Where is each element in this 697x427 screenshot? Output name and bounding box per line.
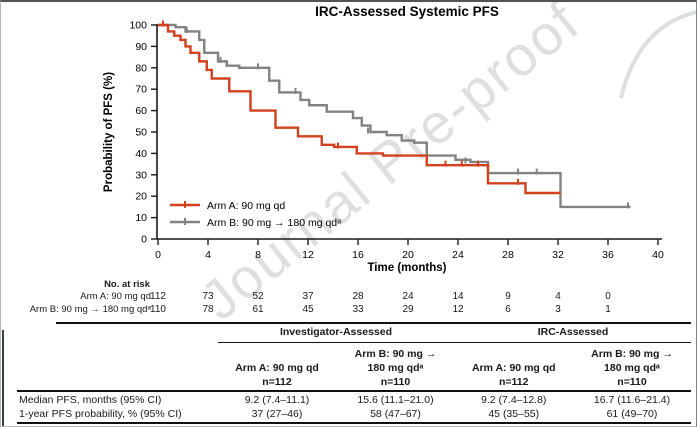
risk-count: 29 — [402, 304, 414, 315]
y-tick-label: 10 — [135, 212, 147, 224]
x-tick-label: 40 — [652, 249, 664, 261]
table-cell: 9.2 (7.4–12.8) — [481, 394, 547, 406]
legend-label-arm-a: Arm A: 90 mg qd — [207, 200, 285, 212]
risk-count: 110 — [150, 304, 166, 315]
table-cell: 37 (27–46) — [251, 408, 303, 420]
table-cell: 58 (47–67) — [370, 408, 421, 420]
risk-count: 33 — [352, 304, 364, 315]
risk-count: 12 — [452, 304, 464, 315]
risk-count: 6 — [505, 304, 511, 315]
y-tick-label: 80 — [135, 62, 147, 74]
column-header: Arm A: 90 mg qd n=112 — [235, 362, 319, 388]
watermark-arc — [619, 10, 697, 99]
risk-count: 52 — [252, 291, 264, 302]
y-tick-label: 100 — [129, 20, 147, 32]
y-tick-label: 20 — [135, 191, 147, 203]
x-axis-label: Time (months) — [367, 262, 446, 274]
row-label: 1-year PFS probability, % (95% CI) — [19, 408, 182, 420]
table-cell: 16.7 (11.6–21.4) — [593, 394, 671, 406]
x-tick-label: 24 — [452, 249, 464, 261]
column-header: Arm A: 90 mg qd n=112 — [471, 362, 556, 388]
y-tick-label: 30 — [135, 169, 147, 181]
group-header: IRC-Assessed — [537, 326, 609, 338]
y-axis-ticks: 0 10 20 30 40 50 60 70 80 90 100 — [129, 20, 157, 246]
table-top-rule — [56, 322, 691, 324]
table-cell: 61 (49–70) — [606, 408, 658, 420]
chart-title: IRC-Assessed Systemic PFS — [315, 4, 499, 19]
table-cell: 15.6 (11.1–21.0) — [357, 394, 434, 406]
table-cell: 9.2 (7.4–11.1) — [244, 394, 310, 406]
x-tick-label: 16 — [352, 249, 364, 261]
column-header: Arm B: 90 mg → 180 mg qdᵃ n=110 — [591, 348, 673, 388]
x-tick-label: 20 — [402, 249, 414, 261]
risk-count: 73 — [202, 291, 214, 302]
y-tick-label: 90 — [135, 41, 147, 53]
risk-count: 112 — [150, 291, 166, 302]
km-curve-arm-a — [158, 23, 561, 195]
y-tick-label: 70 — [135, 84, 147, 96]
legend-label-arm-b: Arm B: 90 mg → 180 mg qdᵃ — [207, 217, 341, 229]
risk-count: 14 — [452, 291, 464, 302]
y-tick-label: 50 — [135, 127, 147, 139]
y-tick-label: 60 — [135, 105, 147, 117]
y-axis-label: Probability of PFS (%) — [103, 72, 115, 192]
x-tick-label: 36 — [602, 249, 614, 261]
km-curve-arm-b — [158, 23, 631, 209]
risk-count: 4 — [555, 291, 561, 302]
page-edge-line — [2, 330, 4, 426]
risk-count: 28 — [352, 291, 364, 302]
x-tick-label: 8 — [255, 249, 261, 261]
legend: Arm A: 90 mg qd Arm B: 90 mg → 180 mg qd… — [170, 200, 341, 229]
x-axis-ticks: 0 4 8 12 16 20 24 28 32 36 40 — [155, 239, 664, 261]
risk-count: 0 — [605, 291, 611, 302]
y-tick-label: 0 — [141, 234, 147, 246]
row-label: Median PFS, months (95% CI) — [19, 394, 162, 406]
risk-row-label-arm-b: Arm B: 90 mg → 180 mg qdᵃ — [29, 304, 151, 315]
x-tick-label: 28 — [502, 249, 514, 261]
risk-count: 1 — [605, 304, 611, 315]
risk-count: 78 — [202, 304, 214, 315]
risk-row-label-arm-a: Arm A: 90 mg qd — [80, 291, 151, 302]
group-header-rule — [218, 342, 691, 344]
table-bottom-rule — [17, 422, 691, 424]
subheader-rule — [17, 390, 691, 392]
risk-count: 37 — [302, 291, 314, 302]
x-tick-label: 12 — [302, 249, 314, 261]
risk-counts-arm-b: 110 78 61 45 33 29 12 6 3 1 — [0, 304, 697, 317]
risk-count: 61 — [252, 304, 264, 315]
risk-counts-arm-a: 112 73 52 37 28 24 14 9 4 0 — [0, 291, 697, 304]
risk-count: 3 — [555, 304, 561, 315]
x-tick-label: 4 — [205, 249, 211, 261]
risk-table-header: No. at risk — [104, 279, 150, 290]
table-cell: 45 (35–55) — [488, 408, 540, 420]
risk-count: 24 — [402, 291, 414, 302]
km-plot: IRC-Assessed Systemic PFS Probability of… — [103, 4, 697, 274]
risk-count: 45 — [302, 304, 314, 315]
y-tick-label: 40 — [135, 148, 147, 160]
summary-table: Investigator-Assessed IRC-Assessed Arm A: … — [0, 322, 697, 427]
x-tick-label: 32 — [552, 249, 564, 261]
group-header: Investigator-Assessed — [279, 326, 393, 338]
column-header: Arm B: 90 mg → 180 mg qdᵃ n=110 — [354, 348, 437, 388]
risk-count: 9 — [505, 291, 511, 302]
x-tick-label: 0 — [155, 249, 161, 261]
risk-table: No. at risk Arm A: 90 mg qd Arm B: 90 mg… — [0, 276, 697, 322]
km-curves — [158, 20, 631, 209]
